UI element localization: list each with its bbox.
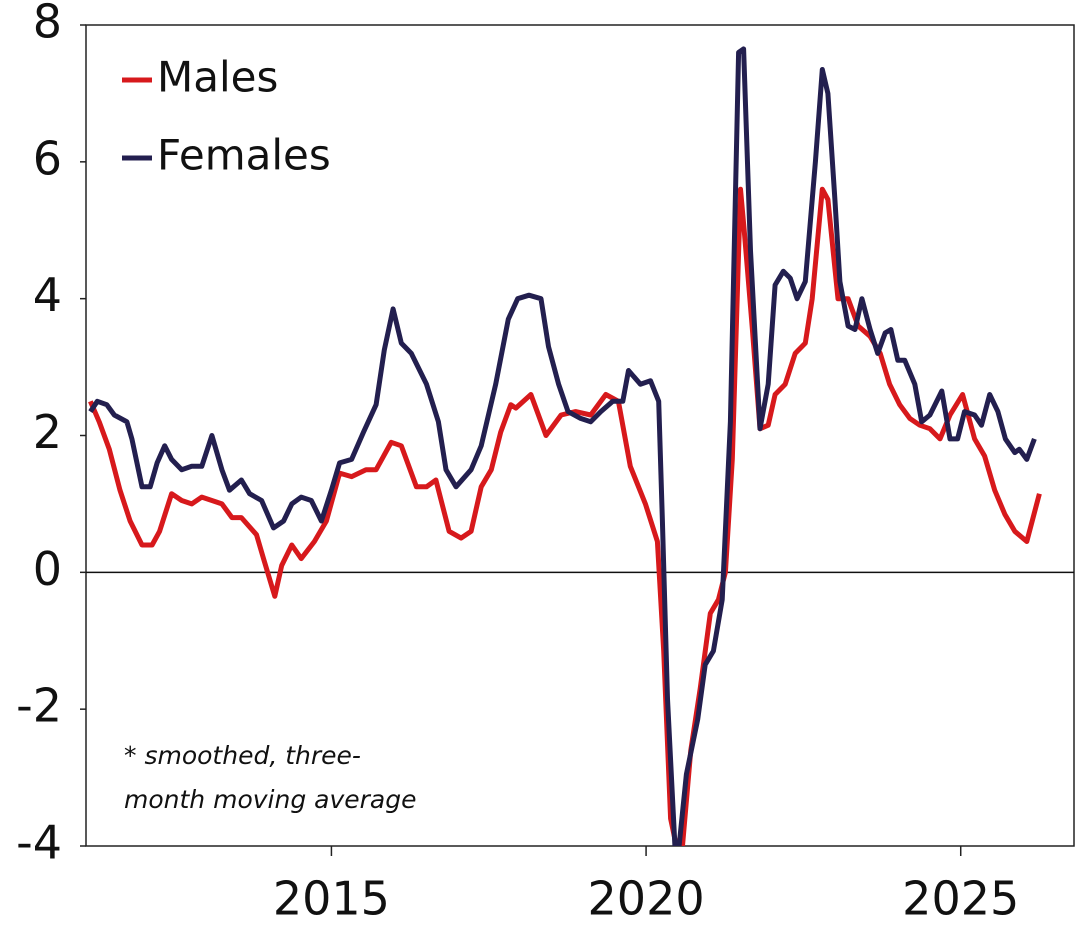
y-tick-label: 8	[33, 0, 62, 49]
legend-label: Females	[157, 131, 331, 180]
plot-lines	[88, 46, 1042, 846]
x-tick-label: 2020	[588, 872, 705, 926]
y-tick-label: 4	[33, 268, 62, 322]
y-tick-label: -2	[16, 679, 62, 733]
y-tick-label: 0	[33, 542, 62, 596]
annotation: month moving average	[124, 785, 416, 814]
legend-label: Males	[157, 53, 278, 102]
series-line	[88, 46, 1037, 846]
y-tick-label: -4	[16, 816, 62, 870]
x-tick-label: 2025	[902, 872, 1019, 926]
annotation: * smoothed, three-	[124, 741, 361, 770]
y-tick-label: 6	[33, 131, 62, 185]
x-tick-label: 2015	[273, 872, 390, 926]
y-tick-label: 2	[33, 405, 62, 459]
